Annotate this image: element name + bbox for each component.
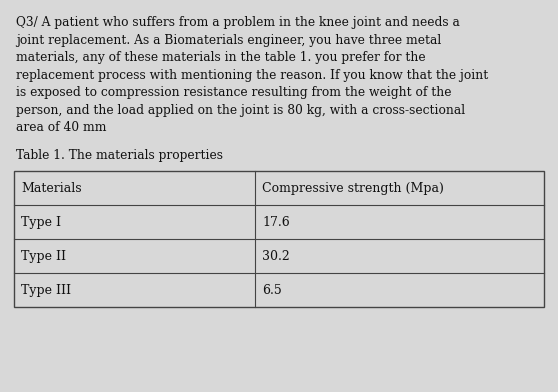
Text: 6.5: 6.5: [262, 284, 282, 297]
Text: person, and the load applied on the joint is 80 kg, with a cross-sectional: person, and the load applied on the join…: [16, 103, 465, 116]
Text: Compressive strength (Mpa): Compressive strength (Mpa): [262, 182, 444, 195]
Text: 17.6: 17.6: [262, 216, 290, 229]
Text: joint replacement. As a Biomaterials engineer, you have three metal: joint replacement. As a Biomaterials eng…: [16, 33, 441, 47]
Text: Table 1. The materials properties: Table 1. The materials properties: [16, 149, 223, 162]
Text: Q3/ A patient who suffers from a problem in the knee joint and needs a: Q3/ A patient who suffers from a problem…: [16, 16, 460, 29]
Text: area of 40 mm: area of 40 mm: [16, 121, 107, 134]
Text: replacement process with mentioning the reason. If you know that the joint: replacement process with mentioning the …: [16, 69, 488, 82]
Text: is exposed to compression resistance resulting from the weight of the: is exposed to compression resistance res…: [16, 86, 451, 99]
Text: Type II: Type II: [21, 250, 66, 263]
Text: materials, any of these materials in the table 1. you prefer for the: materials, any of these materials in the…: [16, 51, 426, 64]
Text: Type III: Type III: [21, 284, 71, 297]
Text: 30.2: 30.2: [262, 250, 290, 263]
Text: Type I: Type I: [21, 216, 61, 229]
Text: Materials: Materials: [21, 182, 81, 195]
Bar: [14, 171, 544, 307]
